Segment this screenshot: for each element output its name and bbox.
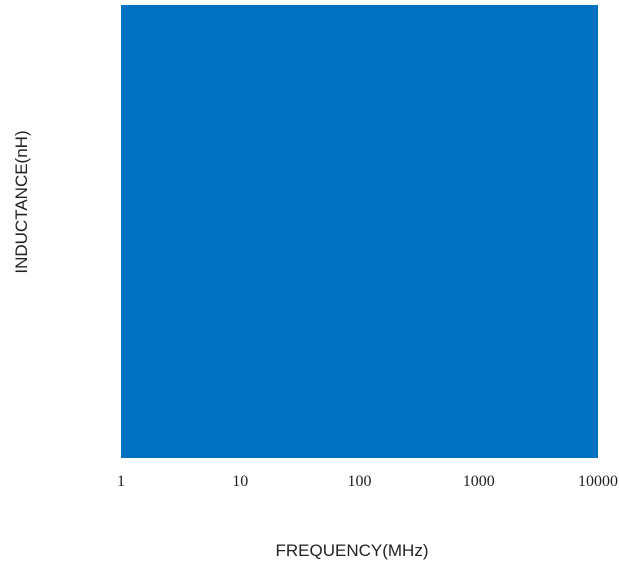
- x-tick-label: 10000: [578, 473, 618, 490]
- x-axis-title: FREQUENCY(MHz): [276, 541, 429, 560]
- x-tick-labels: 1 10 100 1000 10000: [117, 473, 618, 490]
- plot-area: [121, 5, 598, 458]
- y-axis-title: INDUCTANCE(nH): [12, 130, 31, 273]
- x-tick-label: 10: [232, 473, 248, 490]
- x-tick-label: 100: [348, 473, 372, 490]
- x-tick-label: 1000: [463, 473, 495, 490]
- x-tick-label: 1: [117, 473, 125, 490]
